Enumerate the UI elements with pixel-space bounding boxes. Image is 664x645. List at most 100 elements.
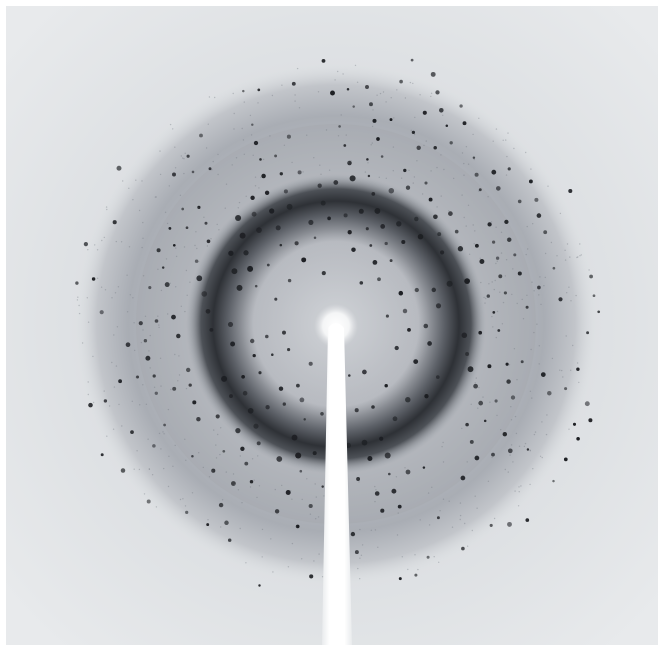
noise-speckle xyxy=(224,207,226,209)
noise-speckle xyxy=(461,194,463,196)
noise-speckle xyxy=(471,529,473,532)
diffraction-spot xyxy=(517,271,522,276)
noise-speckle xyxy=(385,101,387,103)
noise-speckle xyxy=(81,342,84,344)
noise-speckle xyxy=(370,529,372,531)
diffraction-spot xyxy=(417,233,424,240)
noise-speckle xyxy=(337,70,339,73)
noise-speckle xyxy=(496,414,498,417)
diffraction-spot xyxy=(564,387,568,391)
noise-speckle xyxy=(141,246,143,249)
noise-speckle xyxy=(539,455,542,457)
noise-speckle xyxy=(496,310,499,313)
noise-speckle xyxy=(506,155,508,158)
noise-speckle xyxy=(241,502,243,504)
noise-speckle xyxy=(252,154,254,156)
diffraction-spot xyxy=(464,278,470,284)
noise-speckle xyxy=(465,225,467,227)
noise-speckle xyxy=(131,400,133,402)
noise-speckle xyxy=(506,238,509,241)
noise-speckle xyxy=(163,433,165,435)
noise-speckle xyxy=(570,300,572,302)
diffraction-spot xyxy=(387,472,391,476)
noise-speckle xyxy=(103,390,105,392)
noise-speckle xyxy=(524,442,527,445)
noise-speckle xyxy=(428,524,431,526)
diffraction-spot xyxy=(376,137,380,141)
noise-speckle xyxy=(78,312,81,315)
diffraction-spot xyxy=(250,195,255,200)
noise-speckle xyxy=(290,490,292,492)
noise-speckle xyxy=(138,209,141,212)
noise-speckle xyxy=(530,168,532,170)
noise-speckle xyxy=(367,162,369,164)
noise-speckle xyxy=(272,571,274,573)
noise-speckle xyxy=(151,474,154,476)
noise-speckle xyxy=(345,134,347,136)
noise-speckle xyxy=(320,173,322,175)
diffraction-spot xyxy=(152,444,156,448)
noise-speckle xyxy=(172,128,174,130)
noise-speckle xyxy=(164,211,167,213)
noise-speckle xyxy=(238,201,241,204)
diffraction-spot xyxy=(413,359,419,365)
diffraction-spot xyxy=(586,331,590,335)
diffraction-spot xyxy=(422,110,427,115)
noise-speckle xyxy=(423,144,425,147)
diffraction-spot xyxy=(462,121,467,126)
diffraction-spot xyxy=(371,405,375,409)
diffraction-spot xyxy=(164,282,170,288)
diffraction-spot xyxy=(478,330,483,335)
noise-speckle xyxy=(480,281,482,284)
noise-speckle xyxy=(543,285,545,287)
diffraction-spot xyxy=(125,342,131,348)
noise-speckle xyxy=(531,397,533,399)
diffraction-spot xyxy=(261,173,266,179)
diffraction-spot xyxy=(424,394,429,399)
diffraction-spot xyxy=(449,141,453,145)
noise-speckle xyxy=(413,176,416,178)
noise-speckle xyxy=(436,166,438,169)
noise-speckle xyxy=(500,252,503,254)
diffraction-spot xyxy=(507,521,512,527)
noise-speckle xyxy=(412,182,414,184)
noise-speckle xyxy=(532,223,534,225)
diffraction-spot xyxy=(399,79,403,84)
noise-speckle xyxy=(375,489,377,491)
noise-speckle xyxy=(174,444,176,447)
noise-speckle xyxy=(510,419,513,421)
noise-speckle xyxy=(473,158,475,161)
noise-speckle xyxy=(527,248,529,250)
noise-speckle xyxy=(504,468,506,471)
diffraction-spot xyxy=(474,172,479,177)
noise-speckle xyxy=(184,310,186,313)
diffraction-spot xyxy=(414,216,419,222)
noise-speckle xyxy=(87,249,89,251)
noise-speckle xyxy=(544,252,547,255)
noise-speckle xyxy=(147,438,149,440)
diffraction-spot xyxy=(492,240,496,244)
diffraction-spot xyxy=(282,330,286,335)
noise-speckle xyxy=(504,275,506,277)
noise-speckle xyxy=(235,157,238,159)
diffraction-spot xyxy=(359,281,364,285)
noise-speckle xyxy=(117,286,120,288)
diffraction-spot xyxy=(388,187,395,194)
diffraction-spot xyxy=(384,383,388,388)
noise-speckle xyxy=(378,176,380,178)
noise-speckle xyxy=(526,225,528,228)
noise-speckle xyxy=(501,323,504,325)
diffraction-spot xyxy=(274,509,280,514)
noise-speckle xyxy=(315,518,317,520)
noise-speckle xyxy=(396,89,398,91)
noise-speckle xyxy=(536,323,538,325)
noise-speckle xyxy=(155,506,158,508)
diffraction-spot xyxy=(254,284,258,288)
noise-speckle xyxy=(473,243,475,245)
diffraction-spot xyxy=(218,502,224,508)
diffraction-spot xyxy=(424,181,428,185)
diffraction-spot xyxy=(372,118,377,123)
diffraction-spot xyxy=(294,241,299,246)
diffraction-spot xyxy=(403,168,407,173)
noise-speckle xyxy=(174,146,176,148)
